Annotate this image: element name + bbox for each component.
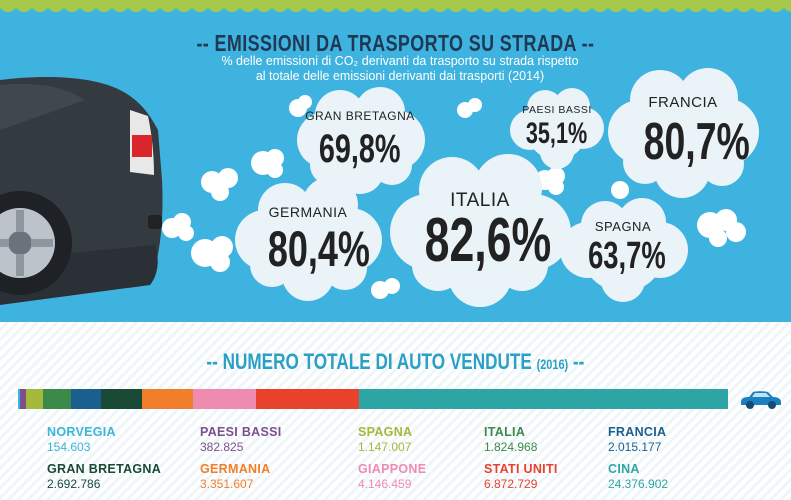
legend-value-stati-uniti: 6.872.729 — [484, 477, 538, 491]
subtitle-line-1: % delle emissioni di CO₂ derivanti da tr… — [221, 54, 579, 68]
legend-label-germania: GERMANIA — [200, 462, 271, 476]
cloud-italia — [390, 154, 571, 307]
cloud-label-francia: FRANCIA — [648, 94, 718, 111]
legend-value-cina: 24.376.902 — [608, 477, 669, 491]
cloud-label-gran-bretagna: GRAN BRETAGNA — [305, 109, 415, 123]
clouds-layer — [162, 68, 759, 307]
bar-segment-norvegia — [18, 389, 21, 409]
cloud-value-paesi-bassi: 35,1% — [526, 117, 588, 150]
sales-bar — [18, 389, 728, 409]
legend-value-francia: 2.015.177 — [608, 440, 662, 454]
bar-segment-gran-bretagna — [101, 389, 143, 409]
bar-segment-germania — [142, 389, 193, 409]
bar-segment-francia — [71, 389, 102, 409]
subtitle: % delle emissioni di CO₂ derivanti da tr… — [175, 54, 625, 84]
legend-value-italia: 1.824.968 — [484, 440, 538, 454]
bar-segment-italia — [43, 389, 72, 409]
subtitle-line-2: al totale delle emissioni derivanti dai … — [255, 69, 545, 83]
legend-label-paesi-bassi: PAESI BASSI — [200, 425, 282, 439]
legend-value-paesi-bassi: 382.825 — [200, 440, 244, 454]
cloud-francia — [608, 68, 759, 198]
cloud-label-germania: GERMANIA — [268, 204, 348, 220]
legend-value-germania: 3.351.607 — [200, 477, 254, 491]
cloud-label-paesi-bassi: PAESI BASSI — [522, 104, 592, 116]
legend-label-francia: FRANCIA — [608, 425, 667, 439]
small-car-icon — [741, 391, 781, 409]
legend-value-norvegia: 154.603 — [47, 440, 91, 454]
cloud-label-italia: ITALIA — [450, 190, 510, 211]
bar-segment-paesi-bassi — [20, 389, 27, 409]
clouds-main — [235, 68, 759, 307]
cloud-spagna — [560, 198, 688, 302]
cloud-value-germania: 80,4% — [267, 221, 370, 277]
legend-value-gran-bretagna: 2.692.786 — [47, 477, 101, 491]
cloud-label-spagna: SPAGNA — [594, 219, 652, 234]
exhaust-puffs — [162, 95, 746, 299]
cloud-value-gran-bretagna: 69,8% — [319, 127, 401, 171]
legend-label-italia: ITALIA — [484, 425, 526, 439]
cloud-germania — [235, 177, 382, 301]
legend-label-gran-bretagna: GRAN BRETAGNA — [47, 462, 162, 476]
legend-label-spagna: SPAGNA — [358, 425, 413, 439]
cloud-value-francia: 80,7% — [643, 113, 750, 171]
bar-segment-spagna — [26, 389, 44, 409]
cloud-paesi-bassi — [510, 88, 604, 169]
sales-title: -- NUMERO TOTALE DI AUTO VENDUTE (2016) … — [206, 349, 585, 374]
legend-label-norvegia: NORVEGIA — [47, 425, 116, 439]
bar-segment-cina — [359, 389, 728, 409]
cloud-value-spagna: 63,7% — [588, 235, 666, 277]
page-title: -- EMISSIONI DA TRASPORTO SU STRADA -- — [196, 30, 595, 56]
legend-label-stati-uniti: STATI UNITI — [484, 462, 558, 476]
cloud-gran-bretagna — [297, 87, 425, 194]
cloud-value-italia: 82,6% — [424, 206, 552, 275]
car-rear-icon — [0, 77, 163, 305]
bar-segment-stati-uniti — [255, 389, 360, 409]
car-sales-section — [0, 322, 791, 500]
legend-label-cina: CINA — [608, 462, 640, 476]
legend-value-spagna: 1.147.007 — [358, 440, 412, 454]
wavy-border — [0, 0, 791, 12]
legend-label-giappone: GIAPPONE — [358, 462, 427, 476]
bar-segment-giappone — [192, 389, 256, 409]
legend-value-giappone: 4.146.459 — [358, 477, 412, 491]
